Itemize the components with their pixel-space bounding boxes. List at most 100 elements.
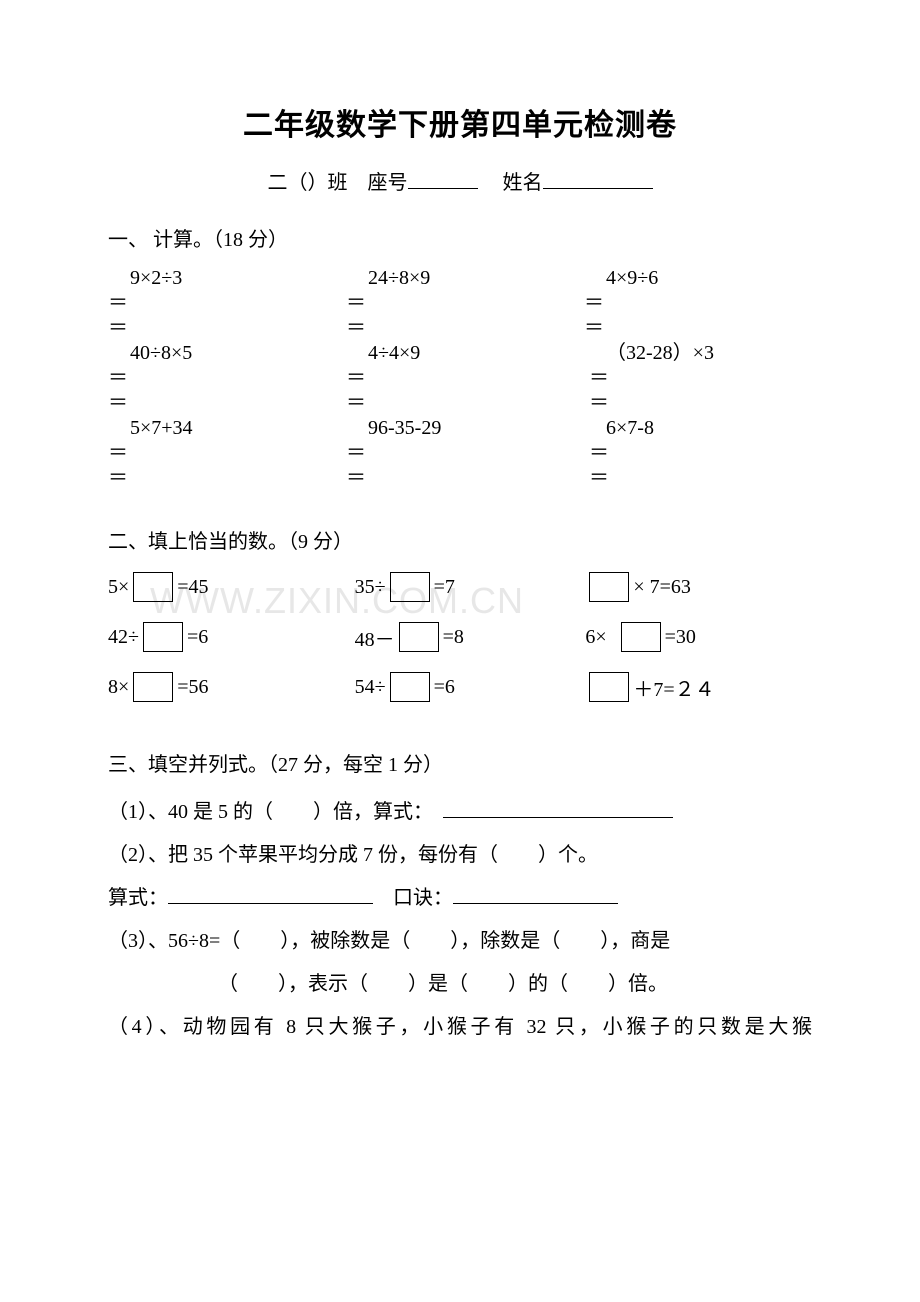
answer-box bbox=[143, 622, 183, 652]
equals-line: ＝ bbox=[584, 366, 808, 391]
calc-cell: 24÷8×9 ＝ ＝ bbox=[346, 266, 574, 341]
expression: 4÷4×9 bbox=[346, 341, 570, 366]
equals-line: ＝ bbox=[108, 441, 332, 466]
answer-box bbox=[133, 672, 173, 702]
fill-cell: 35÷ =7 bbox=[343, 572, 578, 602]
q3-line: （2）、把 35 个苹果平均分成 7 份，每份有（ ）个。 bbox=[108, 834, 812, 877]
q3-line: （1）、40 是 5 的（ ）倍，算式： bbox=[108, 791, 812, 834]
equals-line: ＝ bbox=[346, 316, 570, 341]
equals-line: ＝ bbox=[584, 291, 808, 316]
fill-cell: 8× =56 bbox=[108, 672, 343, 702]
calc-cell: 5×7+34 ＝ ＝ bbox=[108, 416, 336, 491]
calc-cell: 4×9÷6 ＝ ＝ bbox=[584, 266, 812, 341]
equals-line: ＝ bbox=[346, 391, 570, 416]
equals-line: ＝ bbox=[108, 466, 332, 491]
answer-box bbox=[133, 572, 173, 602]
equals-line: ＝ bbox=[584, 441, 808, 466]
expression: 9×2÷3 bbox=[108, 266, 332, 291]
fill-post: =45 bbox=[177, 576, 208, 599]
equals-line: ＝ bbox=[108, 291, 332, 316]
fill-pre: 54÷ bbox=[355, 676, 386, 699]
fill-pre: 48－ bbox=[355, 623, 395, 652]
answer-box bbox=[390, 672, 430, 702]
section3-body: （1）、40 是 5 的（ ）倍，算式： （2）、把 35 个苹果平均分成 7 … bbox=[108, 791, 812, 1049]
answer-box bbox=[589, 572, 629, 602]
calc-cell: 6×7-8 ＝ ＝ bbox=[584, 416, 812, 491]
equals-line: ＝ bbox=[108, 391, 332, 416]
fill-cell: × 7=63 bbox=[577, 572, 812, 602]
section1-heading: 一、 计算。（18 分） bbox=[108, 223, 812, 252]
fill-blank-grid: 5× =45 35÷ =7 × 7=63 42÷ =6 48－ =8 6× =30 8× =… bbox=[108, 572, 812, 702]
calc-cell: 9×2÷3 ＝ ＝ bbox=[108, 266, 336, 341]
name-label: 姓名 bbox=[503, 172, 543, 194]
fill-pre: 35÷ bbox=[355, 576, 386, 599]
fill-cell: 5× =45 bbox=[108, 572, 343, 602]
q3-text: 算式： bbox=[108, 887, 168, 909]
equals-line: ＝ bbox=[346, 366, 570, 391]
answer-box bbox=[390, 572, 430, 602]
q3-line: （3）、56÷8=（ ），被除数是（ ），除数是（ ），商是 bbox=[108, 920, 812, 963]
fill-post: × 7=63 bbox=[633, 576, 691, 599]
calculation-grid: 9×2÷3 ＝ ＝ 24÷8×9 ＝ ＝ 4×9÷6 ＝ ＝ 40÷8×5 ＝ … bbox=[108, 266, 812, 491]
calc-cell: 96-35-29 ＝ ＝ bbox=[346, 416, 574, 491]
page-title: 二年级数学下册第四单元检测卷 bbox=[108, 100, 812, 144]
equals-line: ＝ bbox=[108, 316, 332, 341]
fill-cell: 48－ =8 bbox=[343, 622, 578, 652]
fill-post: ＋7=２４ bbox=[633, 673, 714, 702]
expression: 40÷8×5 bbox=[108, 341, 332, 366]
equals-line: ＝ bbox=[108, 366, 332, 391]
name-blank bbox=[543, 169, 653, 189]
q3-line: （4）、动物园有 8 只大猴子，小猴子有 32 只，小猴子的只数是大猴 bbox=[108, 1006, 812, 1049]
fill-cell: 6× =30 bbox=[577, 622, 812, 652]
section2-heading: 二、填上恰当的数。（9 分） bbox=[108, 525, 812, 554]
expression: 6×7-8 bbox=[584, 416, 808, 441]
fill-pre: 6× bbox=[585, 626, 606, 649]
fill-post: =6 bbox=[187, 626, 208, 649]
equals-line: ＝ bbox=[584, 391, 808, 416]
calc-cell: （32-28）×3 ＝ ＝ bbox=[584, 341, 812, 416]
expression: 5×7+34 bbox=[108, 416, 332, 441]
answer-line bbox=[168, 886, 373, 904]
fill-post: =8 bbox=[443, 626, 464, 649]
q3-text: （1）、40 是 5 的（ ）倍，算式： bbox=[108, 801, 443, 823]
class-prefix: 二（ bbox=[268, 172, 308, 194]
q3-text: （ ），表示（ ）是（ ）的（ ）倍。 bbox=[218, 973, 668, 995]
fill-post: =56 bbox=[177, 676, 208, 699]
q3-line: （ ），表示（ ）是（ ）的（ ）倍。 bbox=[108, 963, 812, 1006]
equals-line: ＝ bbox=[584, 316, 808, 341]
fill-post: =30 bbox=[665, 626, 696, 649]
expression: 4×9÷6 bbox=[584, 266, 808, 291]
equals-line: ＝ bbox=[346, 466, 570, 491]
answer-line bbox=[453, 886, 618, 904]
answer-line bbox=[443, 800, 673, 818]
expression: （32-28）×3 bbox=[584, 341, 808, 366]
q3-text: （4）、动物园有 8 只大猴子，小猴子有 32 只，小猴子的只数是大猴 bbox=[108, 1016, 812, 1038]
fill-cell: ＋7=２４ bbox=[577, 672, 812, 702]
worksheet-page: 二年级数学下册第四单元检测卷 二（）班 座号 姓名 一、 计算。（18 分） 9… bbox=[0, 0, 920, 1109]
class-suffix: ）班 bbox=[308, 172, 348, 194]
calc-cell: 4÷4×9 ＝ ＝ bbox=[346, 341, 574, 416]
equals-line: ＝ bbox=[346, 441, 570, 466]
seat-label: 座号 bbox=[368, 172, 408, 194]
fill-cell: 42÷ =6 bbox=[108, 622, 343, 652]
answer-box bbox=[589, 672, 629, 702]
fill-cell: 54÷ =6 bbox=[343, 672, 578, 702]
q3-text: （2）、把 35 个苹果平均分成 7 份，每份有（ ）个。 bbox=[108, 844, 598, 866]
fill-post: =7 bbox=[434, 576, 455, 599]
fill-pre: 8× bbox=[108, 676, 129, 699]
seat-blank bbox=[408, 169, 478, 189]
expression: 24÷8×9 bbox=[346, 266, 570, 291]
expression: 96-35-29 bbox=[346, 416, 570, 441]
answer-box bbox=[621, 622, 661, 652]
equals-line: ＝ bbox=[346, 291, 570, 316]
fill-pre: 5× bbox=[108, 576, 129, 599]
answer-box bbox=[399, 622, 439, 652]
fill-post: =6 bbox=[434, 676, 455, 699]
calc-cell: 40÷8×5 ＝ ＝ bbox=[108, 341, 336, 416]
q3-text: （3）、56÷8=（ ），被除数是（ ），除数是（ ），商是 bbox=[108, 930, 670, 952]
student-info-line: 二（）班 座号 姓名 bbox=[108, 166, 812, 195]
equals-line: ＝ bbox=[584, 466, 808, 491]
fill-pre: 42÷ bbox=[108, 626, 139, 649]
section3-heading: 三、填空并列式。（27 分，每空 1 分） bbox=[108, 748, 812, 777]
q3-line: 算式： 口诀： bbox=[108, 877, 812, 920]
